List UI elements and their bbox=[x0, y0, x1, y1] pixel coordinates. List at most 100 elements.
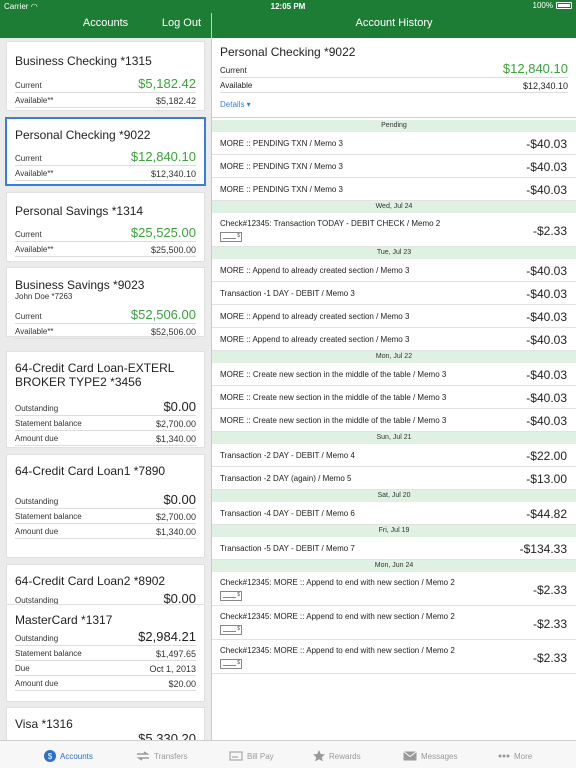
balance-label: Available** bbox=[15, 96, 54, 105]
transaction-amount: -$2.33 bbox=[532, 651, 567, 665]
balance-value: $5,182.42 bbox=[155, 96, 196, 106]
transaction-row[interactable]: MORE :: PENDING TXN / Memo 3 -$40.03 bbox=[212, 132, 576, 155]
transaction-row[interactable]: MORE :: Create new section in the middle… bbox=[212, 409, 576, 432]
account-card[interactable]: 64-Credit Card Loan-EXTERL BROKER TYPE2 … bbox=[6, 351, 205, 448]
section-header: Wed, Jul 24 bbox=[212, 201, 576, 213]
transaction-row[interactable]: MORE :: Create new section in the middle… bbox=[212, 363, 576, 386]
account-balance-row: Available** $25,500.00 bbox=[15, 244, 196, 257]
transaction-description: MORE :: PENDING TXN / Memo 3 bbox=[220, 185, 343, 194]
transaction-description: Check#12345: MORE :: Append to end with … bbox=[220, 612, 455, 621]
balance-value: $0.00 bbox=[163, 399, 196, 414]
account-balance-row: Current $5,182.42 bbox=[15, 76, 196, 93]
check-dollar-mark: $ bbox=[237, 592, 240, 598]
battery-status: 100% bbox=[533, 1, 572, 10]
balance-value: $5,182.42 bbox=[138, 76, 196, 91]
account-card[interactable]: Visa *1316 $5,330.20 bbox=[6, 707, 205, 740]
balance-value: $1,340.00 bbox=[155, 434, 196, 444]
tab-accounts[interactable]: $ Accounts bbox=[44, 747, 93, 765]
section-header: Mon, Jul 22 bbox=[212, 351, 576, 363]
status-bar: Carrier ◠ 12:05 PM 100% bbox=[0, 0, 576, 13]
accounts-list[interactable]: Business Checking *1315 Current $5,182.42 A… bbox=[0, 38, 211, 740]
account-card[interactable]: Business Savings *9023 John Doe *7263 Curr… bbox=[6, 267, 205, 339]
account-card[interactable]: MasterCard *1317 Outstanding $2,984.21 Stat… bbox=[6, 604, 205, 702]
account-name: 64-Credit Card Loan-EXTERL BROKER TYPE2 … bbox=[15, 361, 174, 389]
check-image-icon[interactable]: $ bbox=[220, 625, 242, 635]
transaction-row[interactable]: Transaction -2 DAY (again) / Memo 5 -$13.… bbox=[212, 467, 576, 490]
balance-value: $1,340.00 bbox=[155, 527, 196, 537]
account-card[interactable]: Business Checking *1315 Current $5,182.42 A… bbox=[6, 41, 205, 111]
transaction-description: MORE :: Create new section in the middle… bbox=[220, 393, 447, 402]
selected-current-row: Current $12,840.10 bbox=[220, 61, 568, 78]
transaction-row[interactable]: MORE :: Append to already created sectio… bbox=[212, 328, 576, 351]
history-nav-bar: Account History bbox=[212, 13, 576, 38]
account-history-pane[interactable]: Personal Checking *9022 Current $12,840.… bbox=[212, 38, 576, 740]
battery-icon bbox=[556, 2, 572, 9]
battery-percent: 100% bbox=[532, 1, 553, 10]
transaction-amount: -$40.03 bbox=[526, 160, 567, 174]
account-card[interactable]: Personal Checking *9022 Current $12,840.10… bbox=[5, 117, 206, 186]
check-image-icon[interactable]: $ bbox=[220, 659, 242, 669]
tab-rewards[interactable]: Rewards bbox=[313, 747, 361, 765]
account-balance-row: Amount due $1,340.00 bbox=[15, 433, 196, 446]
transaction-row[interactable]: Check#12345: Transaction TODAY - DEBIT C… bbox=[212, 213, 576, 247]
check-line bbox=[223, 631, 236, 632]
account-name: 64-Credit Card Loan2 *8902 bbox=[15, 574, 166, 588]
balance-value: $12,840.10 bbox=[130, 149, 196, 164]
account-balance-row: Amount due $20.00 bbox=[15, 678, 196, 691]
selected-available-row: Available $12,340.10 bbox=[220, 80, 568, 93]
balance-label: Amount due bbox=[15, 527, 59, 536]
transaction-row[interactable]: MORE :: Create new section in the middle… bbox=[212, 386, 576, 409]
account-card[interactable]: Personal Savings *1314 Current $25,525.00 A… bbox=[6, 192, 205, 262]
transaction-row[interactable]: Transaction -5 DAY - DEBIT / Memo 7 -$134… bbox=[212, 537, 576, 560]
balance-value: $25,500.00 bbox=[150, 245, 196, 255]
tab-messages[interactable]: Messages bbox=[403, 747, 457, 765]
transaction-row[interactable]: Check#12345: MORE :: Append to end with … bbox=[212, 640, 576, 674]
logout-button[interactable]: Log Out bbox=[161, 17, 201, 29]
transaction-row[interactable]: MORE :: Append to already created sectio… bbox=[212, 259, 576, 282]
transaction-row[interactable]: Check#12345: MORE :: Append to end with … bbox=[212, 572, 576, 606]
transaction-row[interactable]: MORE :: PENDING TXN / Memo 3 -$40.03 bbox=[212, 155, 576, 178]
account-balance-row: Amount due $1,340.00 bbox=[15, 526, 196, 539]
current-label: Current bbox=[220, 66, 247, 75]
transaction-row[interactable]: MORE :: PENDING TXN / Memo 3 -$40.03 bbox=[212, 178, 576, 201]
svg-text:$: $ bbox=[48, 752, 53, 761]
star-icon bbox=[313, 750, 325, 762]
check-line bbox=[223, 665, 236, 666]
carrier-text: Carrier bbox=[4, 2, 29, 11]
tab-more[interactable]: More bbox=[498, 747, 532, 765]
transaction-row[interactable]: Check#12345: MORE :: Append to end with … bbox=[212, 606, 576, 640]
section-header: Tue, Jul 23 bbox=[212, 247, 576, 259]
balance-label: Current bbox=[15, 154, 42, 163]
details-toggle[interactable]: Details ▾ bbox=[220, 100, 251, 109]
account-owner: John Doe *7263 bbox=[15, 292, 73, 301]
transaction-amount: -$2.33 bbox=[532, 583, 567, 597]
transaction-description: Transaction -2 DAY - DEBIT / Memo 4 bbox=[220, 451, 355, 460]
transaction-description: Check#12345: MORE :: Append to end with … bbox=[220, 646, 455, 655]
transaction-row[interactable]: Transaction -4 DAY - DEBIT / Memo 6 -$44.… bbox=[212, 502, 576, 525]
check-image-icon[interactable]: $ bbox=[220, 232, 242, 242]
split-divider bbox=[211, 13, 212, 740]
more-dots-icon bbox=[498, 754, 510, 758]
section-header: Sun, Jul 21 bbox=[212, 432, 576, 444]
balance-label: Available** bbox=[15, 245, 54, 254]
check-image-icon[interactable]: $ bbox=[220, 591, 242, 601]
account-balance-row: Statement balance $1,497.65 bbox=[15, 648, 196, 661]
check-line bbox=[223, 597, 236, 598]
transaction-amount: -$22.00 bbox=[526, 449, 567, 463]
account-balance-row: Statement balance $2,700.00 bbox=[15, 511, 196, 524]
transaction-row[interactable]: Transaction -1 DAY - DEBIT / Memo 3 -$40.… bbox=[212, 282, 576, 305]
account-name: 64-Credit Card Loan1 *7890 bbox=[15, 464, 166, 478]
dollar-circle-icon: $ bbox=[44, 750, 56, 762]
selected-account-name: Personal Checking *9022 bbox=[220, 45, 356, 59]
tab-transfers[interactable]: Transfers bbox=[136, 747, 188, 765]
transaction-amount: -$2.33 bbox=[532, 224, 567, 238]
transaction-row[interactable]: Transaction -2 DAY - DEBIT / Memo 4 -$22.… bbox=[212, 444, 576, 467]
bill-pay-icon bbox=[229, 751, 243, 761]
selected-account-header: Personal Checking *9022 Current $12,840.… bbox=[212, 38, 576, 118]
tab-label: Accounts bbox=[60, 751, 93, 761]
transaction-row[interactable]: MORE :: Append to already created sectio… bbox=[212, 305, 576, 328]
account-card[interactable]: 64-Credit Card Loan1 *7890 Outstanding $0.… bbox=[6, 454, 205, 558]
transaction-description: Transaction -5 DAY - DEBIT / Memo 7 bbox=[220, 544, 355, 553]
tab-bill-pay[interactable]: Bill Pay bbox=[229, 747, 274, 765]
balance-value: $2,984.21 bbox=[138, 629, 196, 644]
